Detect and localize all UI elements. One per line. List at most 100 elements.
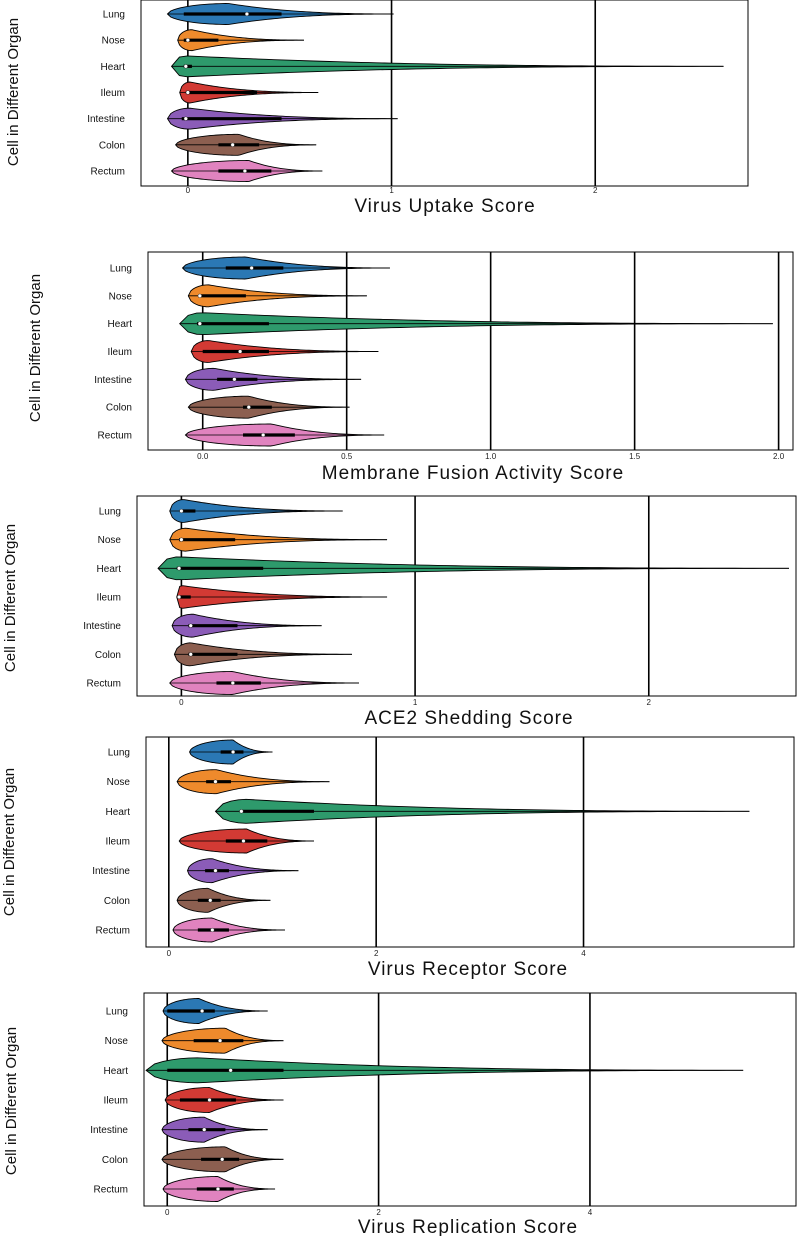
median-point — [220, 1157, 225, 1162]
x-axis-title: Virus Replication Score — [358, 1217, 578, 1236]
violin-lung — [181, 256, 390, 280]
violin-panel: 0 2 4 Virus Replication Score Cell in Differ… — [3, 992, 797, 1236]
violin-intestine — [186, 858, 299, 884]
violin-rectum — [170, 160, 323, 182]
violin-nose — [187, 284, 367, 308]
organ-label-heart: Heart — [106, 807, 131, 818]
organ-label-nose: Nose — [109, 291, 133, 302]
organ-label-intestine: Intestine — [83, 621, 121, 632]
violin-rectum — [172, 917, 285, 943]
x-axis-title: Membrane Fusion Activity Score — [322, 463, 624, 484]
median-point — [249, 265, 254, 271]
violin-colon — [187, 395, 350, 419]
x-tick-label: 1 — [413, 698, 418, 707]
x-tick-label: 0.0 — [197, 452, 209, 461]
organ-label-lung: Lung — [108, 748, 130, 759]
x-tick-label: 1.0 — [485, 452, 497, 461]
median-point — [239, 809, 244, 814]
median-point — [213, 868, 218, 873]
median-point — [176, 566, 182, 571]
violin-lung — [169, 499, 343, 523]
median-point — [230, 749, 236, 755]
median-point — [207, 1097, 212, 1103]
organ-label-colon: Colon — [102, 1155, 128, 1166]
median-point — [238, 349, 243, 354]
organ-label-ileum: Ileum — [106, 837, 130, 848]
organ-label-nose: Nose — [98, 535, 122, 546]
organ-label-colon: Colon — [106, 403, 132, 414]
median-point — [208, 898, 213, 903]
median-point — [176, 594, 182, 600]
x-tick-label: 0 — [186, 186, 191, 195]
organ-label-colon: Colon — [99, 140, 125, 151]
violin-intestine — [184, 367, 362, 391]
organ-label-lung: Lung — [106, 1007, 128, 1018]
organ-label-colon: Colon — [104, 896, 130, 907]
violin-ileum — [176, 585, 388, 609]
x-tick-label: 2 — [647, 698, 652, 707]
violin-colon — [173, 642, 352, 667]
organ-label-lung: Lung — [103, 10, 125, 21]
violin-panel: 0.0 0.5 1.0 1.5 2.0 Membrane Fusion Activity … — [27, 251, 794, 484]
median-point — [217, 1038, 223, 1043]
x-tick-label: 0 — [167, 949, 172, 958]
violin-nose — [169, 527, 388, 552]
y-axis-title: Cell in Different Organ — [3, 1027, 20, 1175]
x-tick-label: 2 — [376, 1208, 381, 1217]
organ-label-ileum: Ileum — [101, 88, 125, 99]
median-point — [185, 38, 190, 43]
organ-label-rectum: Rectum — [98, 431, 132, 442]
median-point — [232, 377, 237, 382]
median-point — [241, 838, 246, 844]
x-tick-label: 2 — [374, 949, 379, 958]
median-point — [185, 90, 190, 95]
violin-ileum — [190, 340, 379, 363]
y-axis-title: Cell in Different Organ — [2, 524, 19, 672]
x-tick-label: 2 — [593, 186, 598, 195]
y-axis-title: Cell in Different Organ — [5, 18, 22, 166]
median-point — [197, 293, 202, 298]
violin-rectum — [184, 423, 385, 447]
x-tick-label: 1 — [389, 186, 394, 195]
median-point — [183, 64, 188, 69]
organ-label-rectum: Rectum — [94, 1185, 128, 1196]
x-tick-label: 0.5 — [341, 452, 353, 461]
organ-label-heart: Heart — [108, 319, 133, 330]
median-point — [230, 142, 235, 147]
violin-intestine — [166, 107, 398, 130]
violin-lung — [166, 3, 394, 25]
median-point — [183, 116, 188, 121]
violin-panel: 0 1 2 ACE2 Shedding Score Cell in Different … — [2, 495, 797, 729]
median-point — [244, 11, 250, 17]
organ-label-intestine: Intestine — [90, 1125, 128, 1136]
x-axis-title: ACE2 Shedding Score — [364, 708, 573, 729]
violin-nose — [161, 1027, 284, 1054]
violin-heart — [157, 556, 789, 581]
x-axis-title: Virus Receptor Score — [368, 959, 568, 980]
x-tick-label: 1.5 — [629, 452, 641, 461]
median-point — [230, 680, 235, 686]
violin-panel: 0 2 4 Virus Receptor Score Cell in Different… — [1, 736, 795, 980]
organ-label-lung: Lung — [99, 507, 121, 518]
violin-intestine — [161, 1116, 268, 1143]
organ-label-ileum: Ileum — [104, 1096, 128, 1107]
organ-label-rectum: Rectum — [96, 926, 130, 937]
violin-nose — [176, 769, 330, 795]
median-point — [197, 321, 202, 326]
violin-ileum — [178, 828, 314, 854]
organ-label-intestine: Intestine — [87, 114, 125, 125]
violin-colon — [176, 887, 271, 913]
organ-label-rectum: Rectum — [91, 167, 125, 178]
organ-label-rectum: Rectum — [87, 679, 121, 690]
median-point — [179, 508, 184, 514]
x-tick-label: 0 — [179, 698, 184, 707]
violin-heart — [214, 798, 750, 824]
x-axis-title: Virus Uptake Score — [354, 196, 535, 217]
organ-label-heart: Heart — [104, 1066, 129, 1077]
median-point — [188, 623, 193, 628]
violin-intestine — [171, 613, 322, 638]
x-tick-label: 4 — [581, 949, 586, 958]
violin-lung — [189, 739, 273, 765]
